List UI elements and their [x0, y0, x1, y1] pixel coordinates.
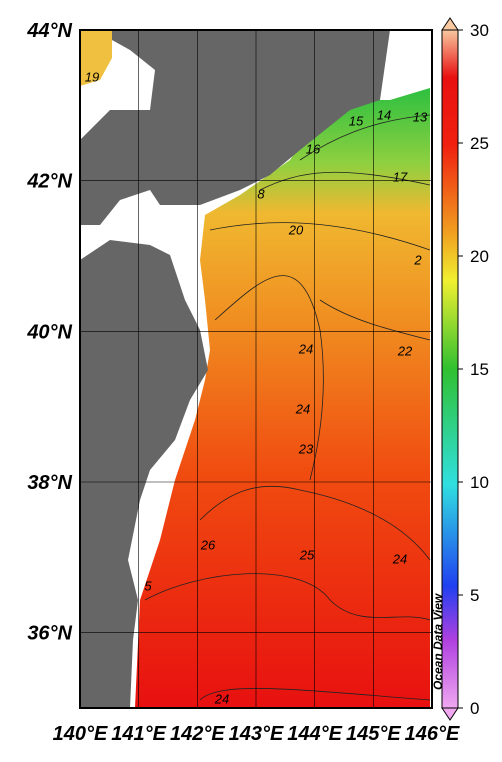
colorbar-tick-label: 30 [470, 21, 489, 40]
contour-label: 5 [144, 578, 152, 593]
contour-label: 15 [349, 113, 364, 128]
y-tick-label: 38°N [27, 472, 72, 494]
contour-label: 17 [393, 169, 408, 184]
y-tick-label: 44°N [26, 20, 72, 42]
colorbar-tick-label: 10 [470, 473, 489, 492]
contour-label: 16 [306, 141, 321, 156]
map-frame [79, 29, 433, 709]
colorbar-tick-label: 5 [470, 586, 479, 605]
y-tick-label: 40°N [26, 321, 72, 343]
contours [144, 114, 431, 701]
contour-label: 26 [200, 537, 216, 552]
sea-field-north [80, 30, 112, 86]
colorbar-tick-label: 0 [470, 699, 479, 718]
credit: Ocean Data View [431, 593, 445, 690]
contour-label: 14 [377, 107, 391, 122]
x-tick-label: 145°E [346, 723, 401, 745]
colorbar-top-arrow [441, 17, 459, 31]
x-tick-label: 144°E [287, 723, 342, 745]
colorbar-tick-label: 20 [470, 247, 489, 266]
colorbar-tick-label: 15 [470, 360, 489, 379]
contour-label: 25 [299, 547, 315, 562]
contour-label: 19 [85, 69, 99, 84]
contour-label: 22 [397, 343, 413, 358]
contour-label: 24 [214, 691, 229, 706]
colorbar-tick-label: 25 [470, 134, 489, 153]
contour-label: 2 [413, 252, 422, 267]
contour-label: 24 [298, 341, 313, 356]
contour-label: 13 [413, 109, 428, 124]
y-tick-label: 42°N [26, 171, 72, 193]
land-honshu [80, 240, 208, 708]
x-tick-label: 140°E [53, 723, 108, 745]
sea-field [135, 88, 430, 708]
land-hokkaido [80, 30, 390, 225]
contour-label: 23 [298, 441, 314, 456]
x-tick-label: 146°E [405, 723, 460, 745]
contour-label: 24 [392, 551, 407, 566]
contour-label: 8 [257, 186, 265, 201]
x-tick-label: 142°E [170, 723, 225, 745]
y-tick-label: 36°N [27, 623, 72, 645]
colorbar-bottom-arrow [441, 707, 459, 721]
contour-label: 24 [295, 401, 310, 416]
contour-label: 20 [288, 222, 304, 237]
x-tick-label: 141°E [111, 723, 166, 745]
x-tick-label: 143°E [229, 723, 284, 745]
